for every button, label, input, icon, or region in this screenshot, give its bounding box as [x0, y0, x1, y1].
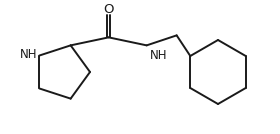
- Text: NH: NH: [20, 48, 37, 61]
- Text: NH: NH: [150, 49, 167, 62]
- Text: O: O: [103, 3, 114, 16]
